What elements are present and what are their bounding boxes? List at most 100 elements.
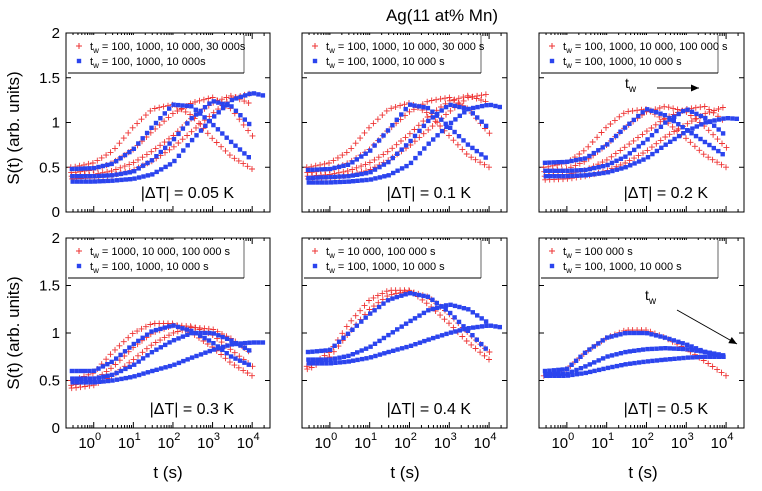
blue-point bbox=[395, 168, 400, 173]
blue-point bbox=[105, 178, 111, 184]
blue-point bbox=[100, 364, 106, 369]
blue-point bbox=[310, 167, 315, 172]
blue-point bbox=[220, 347, 225, 352]
blue-point bbox=[234, 96, 239, 101]
blue-point bbox=[556, 160, 561, 165]
red-point bbox=[148, 148, 155, 155]
blue-point bbox=[470, 333, 475, 338]
red-point bbox=[326, 160, 332, 166]
red-point bbox=[241, 98, 248, 105]
blue-point bbox=[640, 110, 645, 115]
red-point bbox=[375, 154, 382, 161]
blue-point bbox=[448, 120, 454, 126]
blue-point bbox=[672, 346, 677, 351]
blue-point bbox=[430, 297, 435, 302]
blue-point bbox=[443, 121, 448, 126]
blue-point bbox=[556, 174, 562, 179]
red-point bbox=[174, 328, 181, 335]
red-point bbox=[321, 160, 328, 167]
y-tick-label: 2 bbox=[52, 230, 60, 247]
legend-red-marker bbox=[549, 43, 555, 49]
blue-point bbox=[681, 355, 686, 361]
blue-point bbox=[251, 91, 257, 96]
blue-point bbox=[70, 376, 75, 381]
legend-background bbox=[541, 35, 718, 73]
red-point bbox=[179, 136, 186, 143]
blue-point bbox=[693, 346, 699, 351]
red-point bbox=[608, 153, 615, 160]
blue-point bbox=[368, 311, 373, 316]
red-point bbox=[661, 103, 668, 110]
blue-point bbox=[342, 359, 347, 365]
blue-point bbox=[426, 308, 431, 313]
blue-point bbox=[466, 307, 471, 312]
red-point bbox=[73, 384, 80, 391]
blue-point bbox=[74, 166, 79, 172]
red-point bbox=[393, 141, 400, 148]
blue-point bbox=[618, 351, 624, 356]
blue-point bbox=[359, 171, 364, 177]
blue-point bbox=[385, 298, 391, 303]
blue-point bbox=[203, 123, 208, 128]
blue-point bbox=[332, 174, 338, 180]
blue-point bbox=[689, 347, 695, 353]
blue-point bbox=[645, 359, 651, 364]
blue-point bbox=[600, 145, 605, 150]
red-point bbox=[631, 155, 638, 162]
blue-point bbox=[645, 155, 651, 160]
red-point bbox=[598, 129, 605, 136]
blue-point bbox=[74, 174, 79, 179]
blue-point bbox=[497, 104, 502, 110]
blue-point bbox=[403, 143, 409, 148]
blue-point bbox=[167, 324, 172, 329]
legend-text: tw = 100, 1000, 10 000, 30 000s bbox=[90, 41, 246, 55]
blue-point bbox=[224, 336, 230, 341]
blue-point bbox=[153, 327, 159, 333]
blue-point bbox=[216, 346, 221, 351]
y-tick-label: 2 bbox=[52, 25, 60, 42]
blue-point bbox=[452, 315, 457, 320]
blue-point bbox=[618, 129, 623, 134]
tw-arrow-head bbox=[691, 84, 699, 92]
blue-point bbox=[233, 143, 238, 148]
blue-point bbox=[385, 128, 391, 133]
blue-point bbox=[408, 343, 414, 348]
blue-point bbox=[622, 331, 628, 336]
tw-arrow-head bbox=[728, 337, 737, 344]
red-point bbox=[206, 113, 213, 120]
blue-point bbox=[663, 346, 668, 351]
blue-point bbox=[229, 338, 234, 343]
blue-point bbox=[408, 138, 413, 144]
red-point bbox=[603, 124, 609, 131]
red-point bbox=[454, 141, 461, 148]
red-point bbox=[437, 312, 444, 319]
blue-point bbox=[386, 159, 391, 165]
blue-point bbox=[91, 368, 97, 373]
legend-blue-marker bbox=[76, 58, 82, 64]
blue-series-tw-100 bbox=[305, 291, 488, 355]
red-point bbox=[447, 107, 454, 114]
blue-point bbox=[457, 113, 462, 118]
blue-point bbox=[96, 375, 102, 380]
red-point bbox=[402, 134, 409, 141]
blue-point bbox=[198, 111, 203, 116]
blue-point bbox=[636, 113, 641, 119]
red-point bbox=[143, 151, 150, 158]
blue-point bbox=[305, 349, 311, 355]
blue-point bbox=[693, 133, 699, 139]
blue-point bbox=[70, 179, 75, 184]
red-point bbox=[469, 93, 476, 100]
blue-point bbox=[198, 330, 203, 336]
blue-point bbox=[311, 180, 316, 185]
red-point bbox=[362, 161, 369, 168]
blue-point bbox=[680, 108, 686, 114]
blue-point bbox=[542, 368, 548, 374]
blue-point bbox=[461, 324, 466, 329]
blue-point bbox=[141, 174, 146, 179]
red-point bbox=[235, 364, 242, 371]
red-point bbox=[107, 149, 114, 156]
blue-point bbox=[471, 105, 476, 111]
blue-point bbox=[376, 304, 382, 310]
blue-point bbox=[224, 351, 229, 356]
blue-point bbox=[403, 321, 409, 326]
